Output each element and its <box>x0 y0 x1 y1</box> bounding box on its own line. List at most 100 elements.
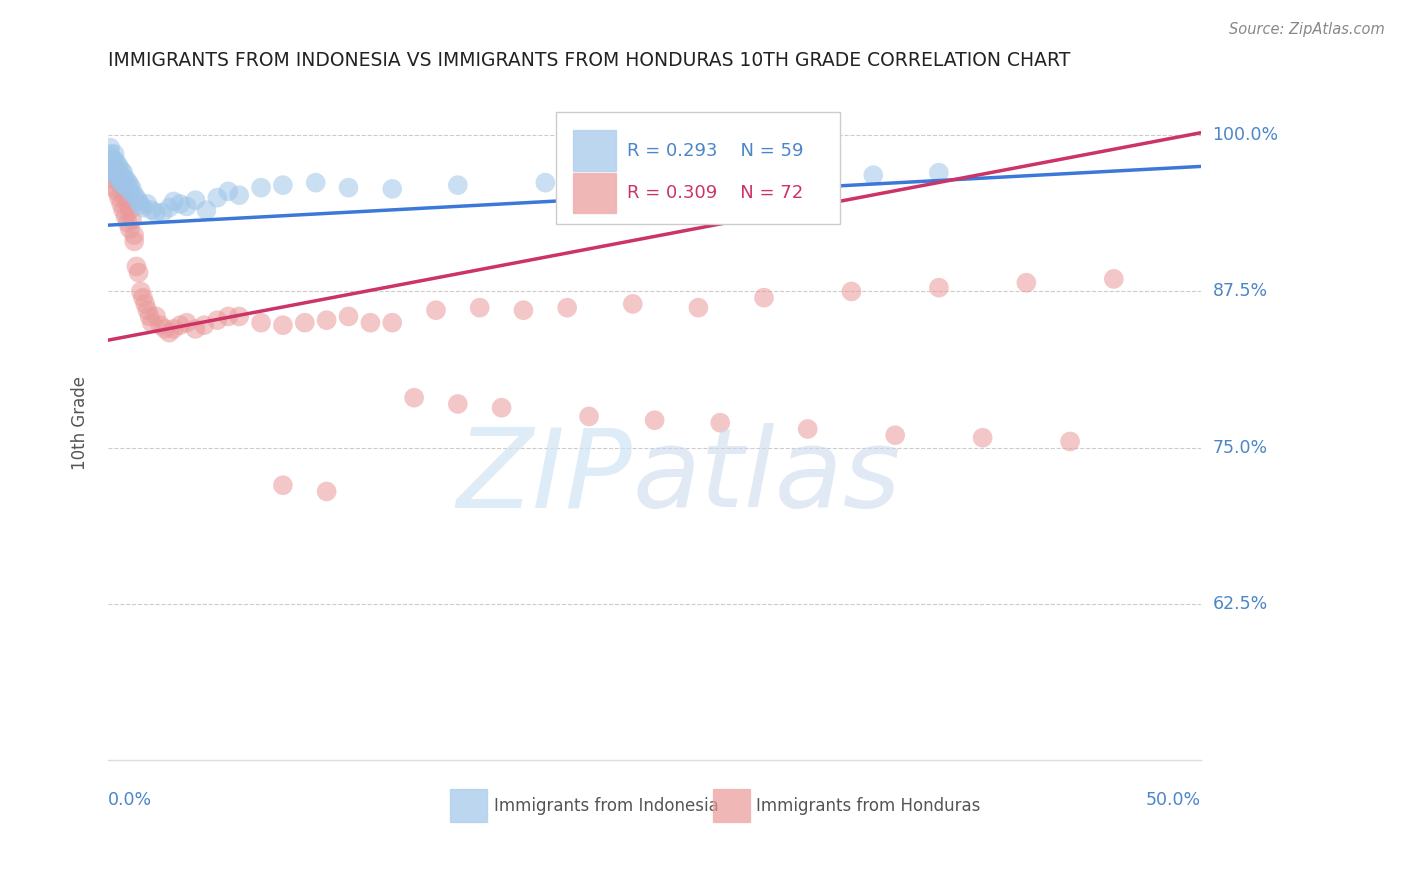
Point <box>114 191 136 205</box>
Point <box>162 194 184 209</box>
Text: atlas: atlas <box>633 423 901 530</box>
Point <box>193 318 215 333</box>
Point <box>108 191 131 205</box>
Point <box>195 203 218 218</box>
Point <box>132 291 155 305</box>
Point <box>1059 434 1081 449</box>
Point <box>129 285 152 299</box>
Point <box>114 178 136 193</box>
Point <box>118 185 141 199</box>
Point <box>337 180 360 194</box>
Point <box>112 178 135 193</box>
Point <box>114 210 136 224</box>
Point <box>162 322 184 336</box>
Point <box>972 431 994 445</box>
Point <box>125 260 148 274</box>
Point <box>117 174 139 188</box>
Point <box>709 416 731 430</box>
Point <box>381 316 404 330</box>
Point <box>145 310 167 324</box>
Point <box>117 197 139 211</box>
Point <box>101 153 124 168</box>
Point <box>157 326 180 340</box>
Point <box>271 478 294 492</box>
Point <box>447 397 470 411</box>
Point <box>125 191 148 205</box>
Text: Immigrants from Indonesia: Immigrants from Indonesia <box>494 797 718 815</box>
Point <box>688 178 710 193</box>
Point <box>228 188 250 202</box>
Point <box>121 182 143 196</box>
Text: IMMIGRANTS FROM INDONESIA VS IMMIGRANTS FROM HONDURAS 10TH GRADE CORRELATION CHA: IMMIGRANTS FROM INDONESIA VS IMMIGRANTS … <box>108 51 1070 70</box>
Point <box>101 160 124 174</box>
Point <box>103 160 125 174</box>
Point <box>153 322 176 336</box>
Point <box>796 422 818 436</box>
Point <box>169 318 191 333</box>
Point <box>228 310 250 324</box>
Point <box>207 191 229 205</box>
Point <box>112 203 135 218</box>
Point <box>425 303 447 318</box>
Point <box>122 228 145 243</box>
Point <box>447 178 470 193</box>
Point <box>105 163 128 178</box>
Point <box>105 168 128 182</box>
Point <box>404 391 426 405</box>
Point <box>169 197 191 211</box>
Point <box>141 203 163 218</box>
Point <box>110 163 132 178</box>
Point <box>176 316 198 330</box>
Point <box>250 316 273 330</box>
Point <box>110 197 132 211</box>
Point <box>294 316 316 330</box>
Text: ZIP: ZIP <box>457 423 633 530</box>
Point <box>98 141 121 155</box>
Point <box>578 180 600 194</box>
Point <box>98 166 121 180</box>
Text: Source: ZipAtlas.com: Source: ZipAtlas.com <box>1229 22 1385 37</box>
Point <box>752 291 775 305</box>
Text: 100.0%: 100.0% <box>1212 126 1278 145</box>
Point <box>534 176 557 190</box>
Point <box>105 155 128 169</box>
Point <box>129 198 152 212</box>
Point <box>117 216 139 230</box>
Point <box>112 180 135 194</box>
Point <box>98 147 121 161</box>
Point <box>337 310 360 324</box>
Point <box>468 301 491 315</box>
Point <box>136 303 159 318</box>
Point <box>928 166 950 180</box>
Text: 87.5%: 87.5% <box>1212 283 1268 301</box>
Point <box>578 409 600 424</box>
Point <box>555 301 578 315</box>
Point <box>1015 276 1038 290</box>
Point <box>101 160 124 174</box>
Point <box>121 213 143 227</box>
Point <box>108 172 131 186</box>
Point <box>108 166 131 180</box>
Y-axis label: 10th Grade: 10th Grade <box>72 376 89 470</box>
Point <box>114 172 136 186</box>
Point <box>134 297 156 311</box>
Point <box>138 310 160 324</box>
Point <box>271 178 294 193</box>
Point <box>103 168 125 182</box>
Point <box>103 147 125 161</box>
Point <box>101 172 124 186</box>
Point <box>644 413 666 427</box>
Point <box>110 176 132 190</box>
Point <box>644 176 666 190</box>
Point <box>512 303 534 318</box>
Point <box>315 484 337 499</box>
Point <box>103 166 125 180</box>
Point <box>928 281 950 295</box>
Point <box>136 197 159 211</box>
Point <box>207 313 229 327</box>
Point <box>118 222 141 236</box>
Point <box>110 178 132 193</box>
Point <box>176 199 198 213</box>
FancyBboxPatch shape <box>572 130 616 171</box>
Point <box>112 166 135 180</box>
